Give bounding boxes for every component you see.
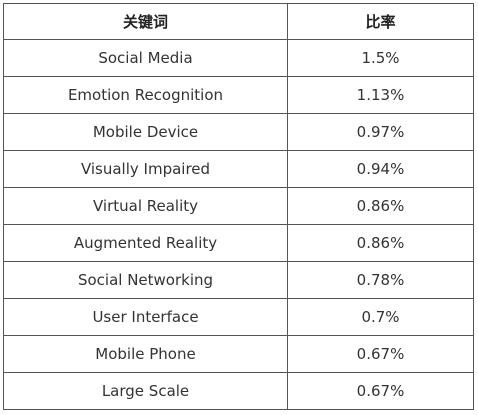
keyword-ratio-table: 关键词 比率 Social Media 1.5% Emotion Recogni… xyxy=(3,3,474,410)
ratio-cell: 0.86% xyxy=(287,187,474,225)
ratio-cell: 0.97% xyxy=(287,113,474,151)
table-row: Virtual Reality 0.86% xyxy=(3,187,474,225)
keyword-cell: Mobile Phone xyxy=(3,335,288,373)
header-ratio: 比率 xyxy=(287,3,474,40)
ratio-cell: 1.5% xyxy=(287,39,474,77)
ratio-cell: 1.13% xyxy=(287,76,474,114)
keyword-cell: Social Networking xyxy=(3,261,288,299)
keyword-cell: Visually Impaired xyxy=(3,150,288,188)
table-header-row: 关键词 比率 xyxy=(3,3,474,40)
table-row: Mobile Device 0.97% xyxy=(3,113,474,151)
table-row: Social Media 1.5% xyxy=(3,39,474,77)
keyword-cell: Large Scale xyxy=(3,372,288,410)
keyword-cell: Emotion Recognition xyxy=(3,76,288,114)
keyword-cell: User Interface xyxy=(3,298,288,336)
ratio-cell: 0.7% xyxy=(287,298,474,336)
table-row: User Interface 0.7% xyxy=(3,298,474,336)
table-row: Visually Impaired 0.94% xyxy=(3,150,474,188)
keyword-cell: Virtual Reality xyxy=(3,187,288,225)
table-row: Emotion Recognition 1.13% xyxy=(3,76,474,114)
keyword-cell: Mobile Device xyxy=(3,113,288,151)
ratio-cell: 0.78% xyxy=(287,261,474,299)
ratio-cell: 0.67% xyxy=(287,372,474,410)
ratio-cell: 0.67% xyxy=(287,335,474,373)
keyword-cell: Social Media xyxy=(3,39,288,77)
keyword-cell: Augmented Reality xyxy=(3,224,288,262)
ratio-cell: 0.94% xyxy=(287,150,474,188)
table-row: Social Networking 0.78% xyxy=(3,261,474,299)
ratio-cell: 0.86% xyxy=(287,224,474,262)
table-row: Mobile Phone 0.67% xyxy=(3,335,474,373)
table-row: Augmented Reality 0.86% xyxy=(3,224,474,262)
table-row: Large Scale 0.67% xyxy=(3,372,474,410)
header-keyword: 关键词 xyxy=(3,3,288,40)
